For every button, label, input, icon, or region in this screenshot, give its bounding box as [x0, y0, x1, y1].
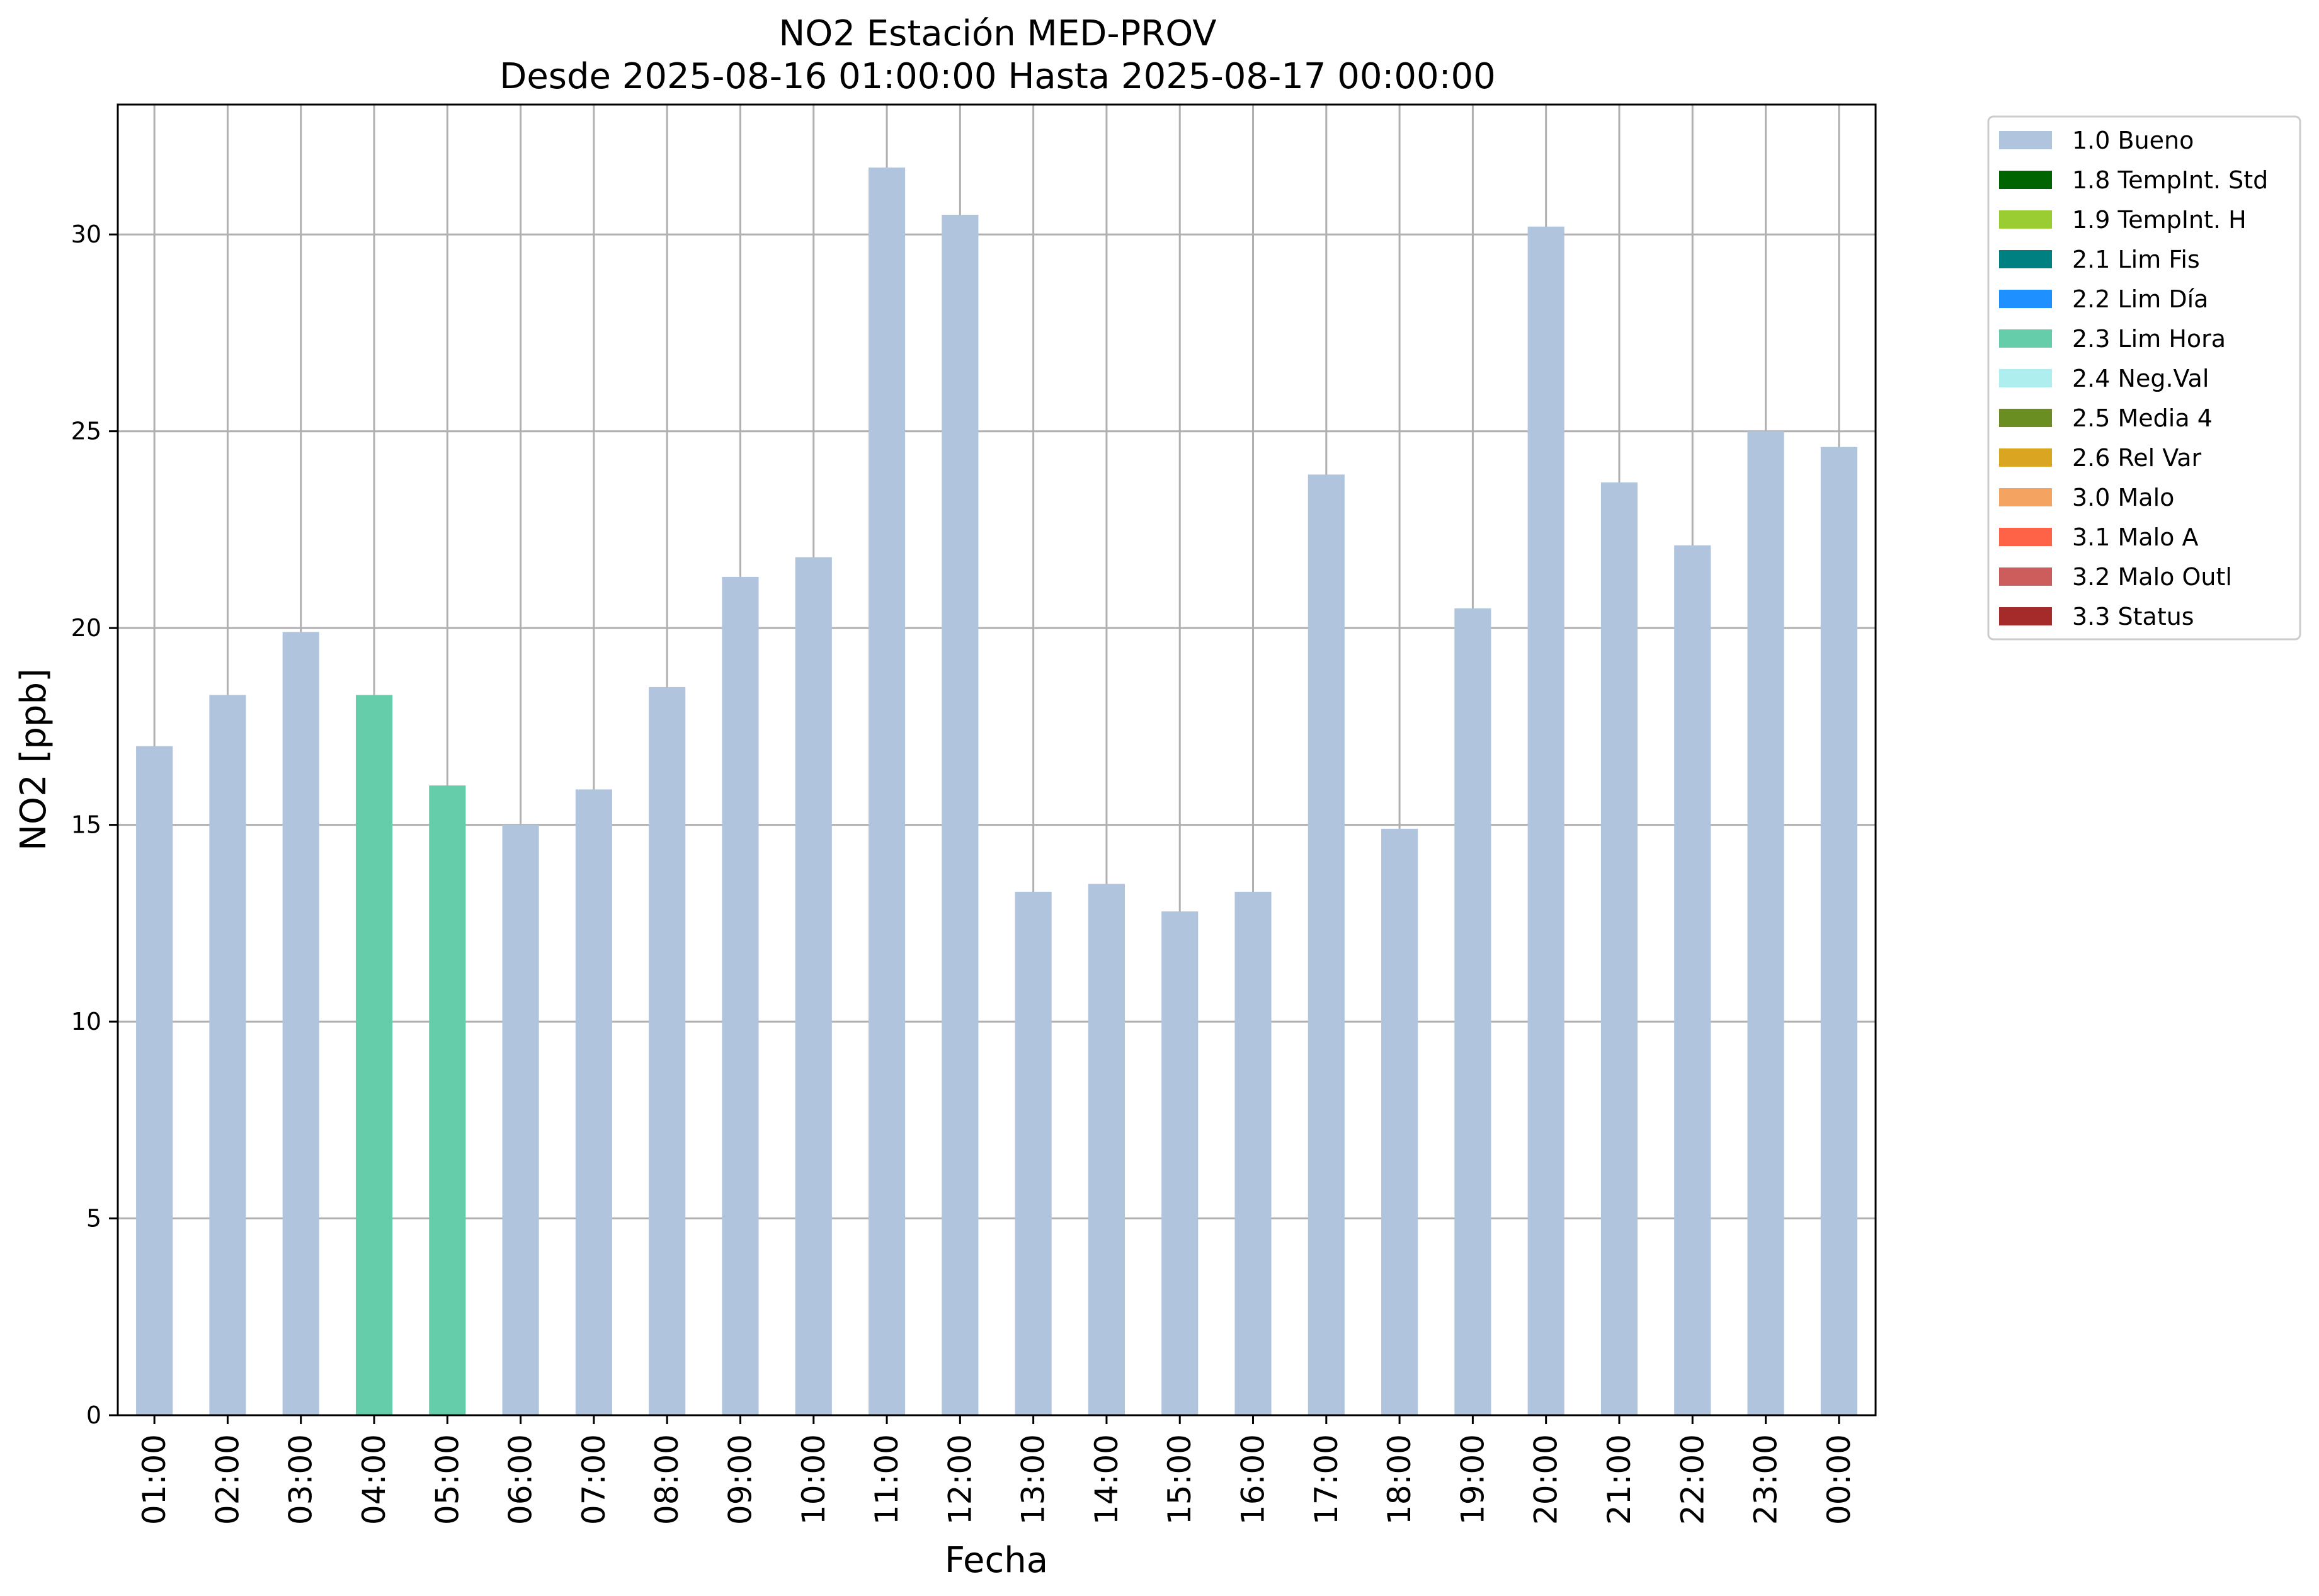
- legend-swatch: [1999, 210, 2052, 229]
- bar: [868, 167, 906, 1415]
- bar: [1820, 447, 1857, 1415]
- legend-frame: [1987, 115, 2301, 641]
- y-ticks: 0 5 10 15 20 25 30: [71, 220, 118, 1429]
- legend-label: 2.5 Media 4: [2072, 404, 2213, 432]
- legend-label: 2.2 Lim Día: [2072, 285, 2208, 313]
- y-tick-label: 20: [71, 614, 101, 642]
- x-tick-label: 10:00: [795, 1434, 832, 1525]
- plot-area: 0 5 10 15 20 25 30 01:00 02:00 03:00 04:00 05:00 06…: [71, 103, 1877, 1525]
- legend-swatch: [1999, 290, 2052, 308]
- x-tick-label: 08:00: [649, 1434, 685, 1525]
- legend-swatch: [1999, 607, 2052, 625]
- legend-label: 2.6 Rel Var: [2072, 444, 2202, 472]
- legend-label: 3.0 Malo: [2072, 484, 2174, 511]
- x-tick-label: 15:00: [1161, 1434, 1198, 1525]
- legend-label: 1.0 Bueno: [2072, 127, 2194, 154]
- x-tick-label: 04:00: [356, 1434, 392, 1525]
- x-tick-label: 05:00: [429, 1434, 465, 1525]
- bar: [209, 695, 246, 1415]
- x-tick-label: 12:00: [942, 1434, 978, 1525]
- bar: [1527, 226, 1564, 1416]
- legend-label: 1.9 TempInt. H: [2072, 206, 2247, 234]
- bar: [282, 632, 319, 1415]
- bar: [575, 789, 612, 1415]
- y-tick-label: 15: [71, 811, 101, 839]
- legend-items: 1.0 Bueno 1.8 TempInt. Std 1.9 TempInt. H 2…: [1999, 127, 2268, 630]
- legend-label: 1.8 TempInt. Std: [2072, 166, 2268, 194]
- bar: [1674, 545, 1711, 1415]
- legend-swatch: [1999, 250, 2052, 268]
- x-ticks: 01:00 02:00 03:00 04:00 05:00 06:00 07:00 08:00…: [136, 1415, 1857, 1525]
- bar: [1600, 482, 1638, 1415]
- legend-swatch: [1999, 171, 2052, 189]
- x-tick-label: 01:00: [136, 1434, 173, 1525]
- x-tick-label: 03:00: [283, 1434, 319, 1525]
- legend-swatch: [1999, 448, 2052, 467]
- bar: [722, 576, 759, 1415]
- y-tick-label: 5: [86, 1205, 101, 1233]
- bar: [429, 785, 466, 1415]
- x-tick-label: 14:00: [1088, 1434, 1125, 1525]
- legend-label: 3.1 Malo A: [2072, 523, 2198, 551]
- bar: [1088, 884, 1125, 1415]
- y-tick-label: 25: [71, 418, 101, 445]
- plot-frame: [117, 103, 1877, 1416]
- bar: [795, 557, 832, 1416]
- x-tick-label: 02:00: [209, 1434, 246, 1525]
- x-tick-label: 07:00: [576, 1434, 612, 1525]
- bar: [1015, 891, 1052, 1415]
- x-tick-label: 06:00: [503, 1434, 539, 1525]
- x-tick-label: 11:00: [869, 1434, 905, 1525]
- legend-swatch: [1999, 528, 2052, 546]
- x-tick-label: 17:00: [1308, 1434, 1345, 1525]
- bar: [1454, 608, 1491, 1415]
- x-tick-label: 21:00: [1601, 1434, 1638, 1525]
- chart-subtitle: Desde 2025-08-16 01:00:00 Hasta 2025-08-…: [499, 56, 1496, 97]
- bar: [1161, 911, 1199, 1415]
- bar: [502, 824, 539, 1415]
- bar: [1234, 891, 1272, 1415]
- x-tick-label: 00:00: [1821, 1434, 1857, 1525]
- x-tick-label: 18:00: [1381, 1434, 1418, 1525]
- y-tick-label: 30: [71, 220, 101, 248]
- bars: [136, 167, 1857, 1416]
- legend-label: 2.4 Neg.Val: [2072, 365, 2209, 392]
- legend-swatch: [1999, 329, 2052, 348]
- legend-swatch: [1999, 131, 2052, 149]
- legend-label: 3.3 Status: [2072, 603, 2194, 630]
- legend-swatch: [1999, 488, 2052, 506]
- bar: [1308, 474, 1345, 1415]
- x-tick-label: 22:00: [1674, 1434, 1711, 1525]
- x-tick-label: 16:00: [1235, 1434, 1272, 1525]
- legend-swatch: [1999, 369, 2052, 387]
- chart-title: NO2 Estación MED-PROV: [778, 13, 1216, 54]
- y-tick-label: 0: [86, 1401, 101, 1429]
- y-tick-label: 10: [71, 1008, 101, 1035]
- y-axis-label: NO2 [ppb]: [13, 668, 54, 851]
- bar: [649, 687, 686, 1415]
- bar: [136, 746, 173, 1415]
- bar: [355, 695, 393, 1415]
- legend-label: 2.1 Lim Fis: [2072, 246, 2200, 273]
- bar: [1747, 431, 1784, 1415]
- x-tick-label: 23:00: [1748, 1434, 1784, 1525]
- bar: [1381, 828, 1418, 1415]
- x-tick-label: 09:00: [722, 1434, 758, 1525]
- x-tick-label: 20:00: [1528, 1434, 1564, 1525]
- legend-label: 3.2 Malo Outl: [2072, 563, 2232, 591]
- legend-swatch: [1999, 567, 2052, 586]
- legend-swatch: [1999, 409, 2052, 427]
- x-tick-label: 19:00: [1454, 1434, 1491, 1525]
- x-tick-label: 13:00: [1015, 1434, 1052, 1525]
- bar: [942, 214, 979, 1415]
- legend: 1.0 Bueno 1.8 TempInt. Std 1.9 TempInt. H 2…: [1987, 115, 2301, 641]
- x-axis-label: Fecha: [945, 1540, 1048, 1581]
- legend-label: 2.3 Lim Hora: [2072, 325, 2226, 353]
